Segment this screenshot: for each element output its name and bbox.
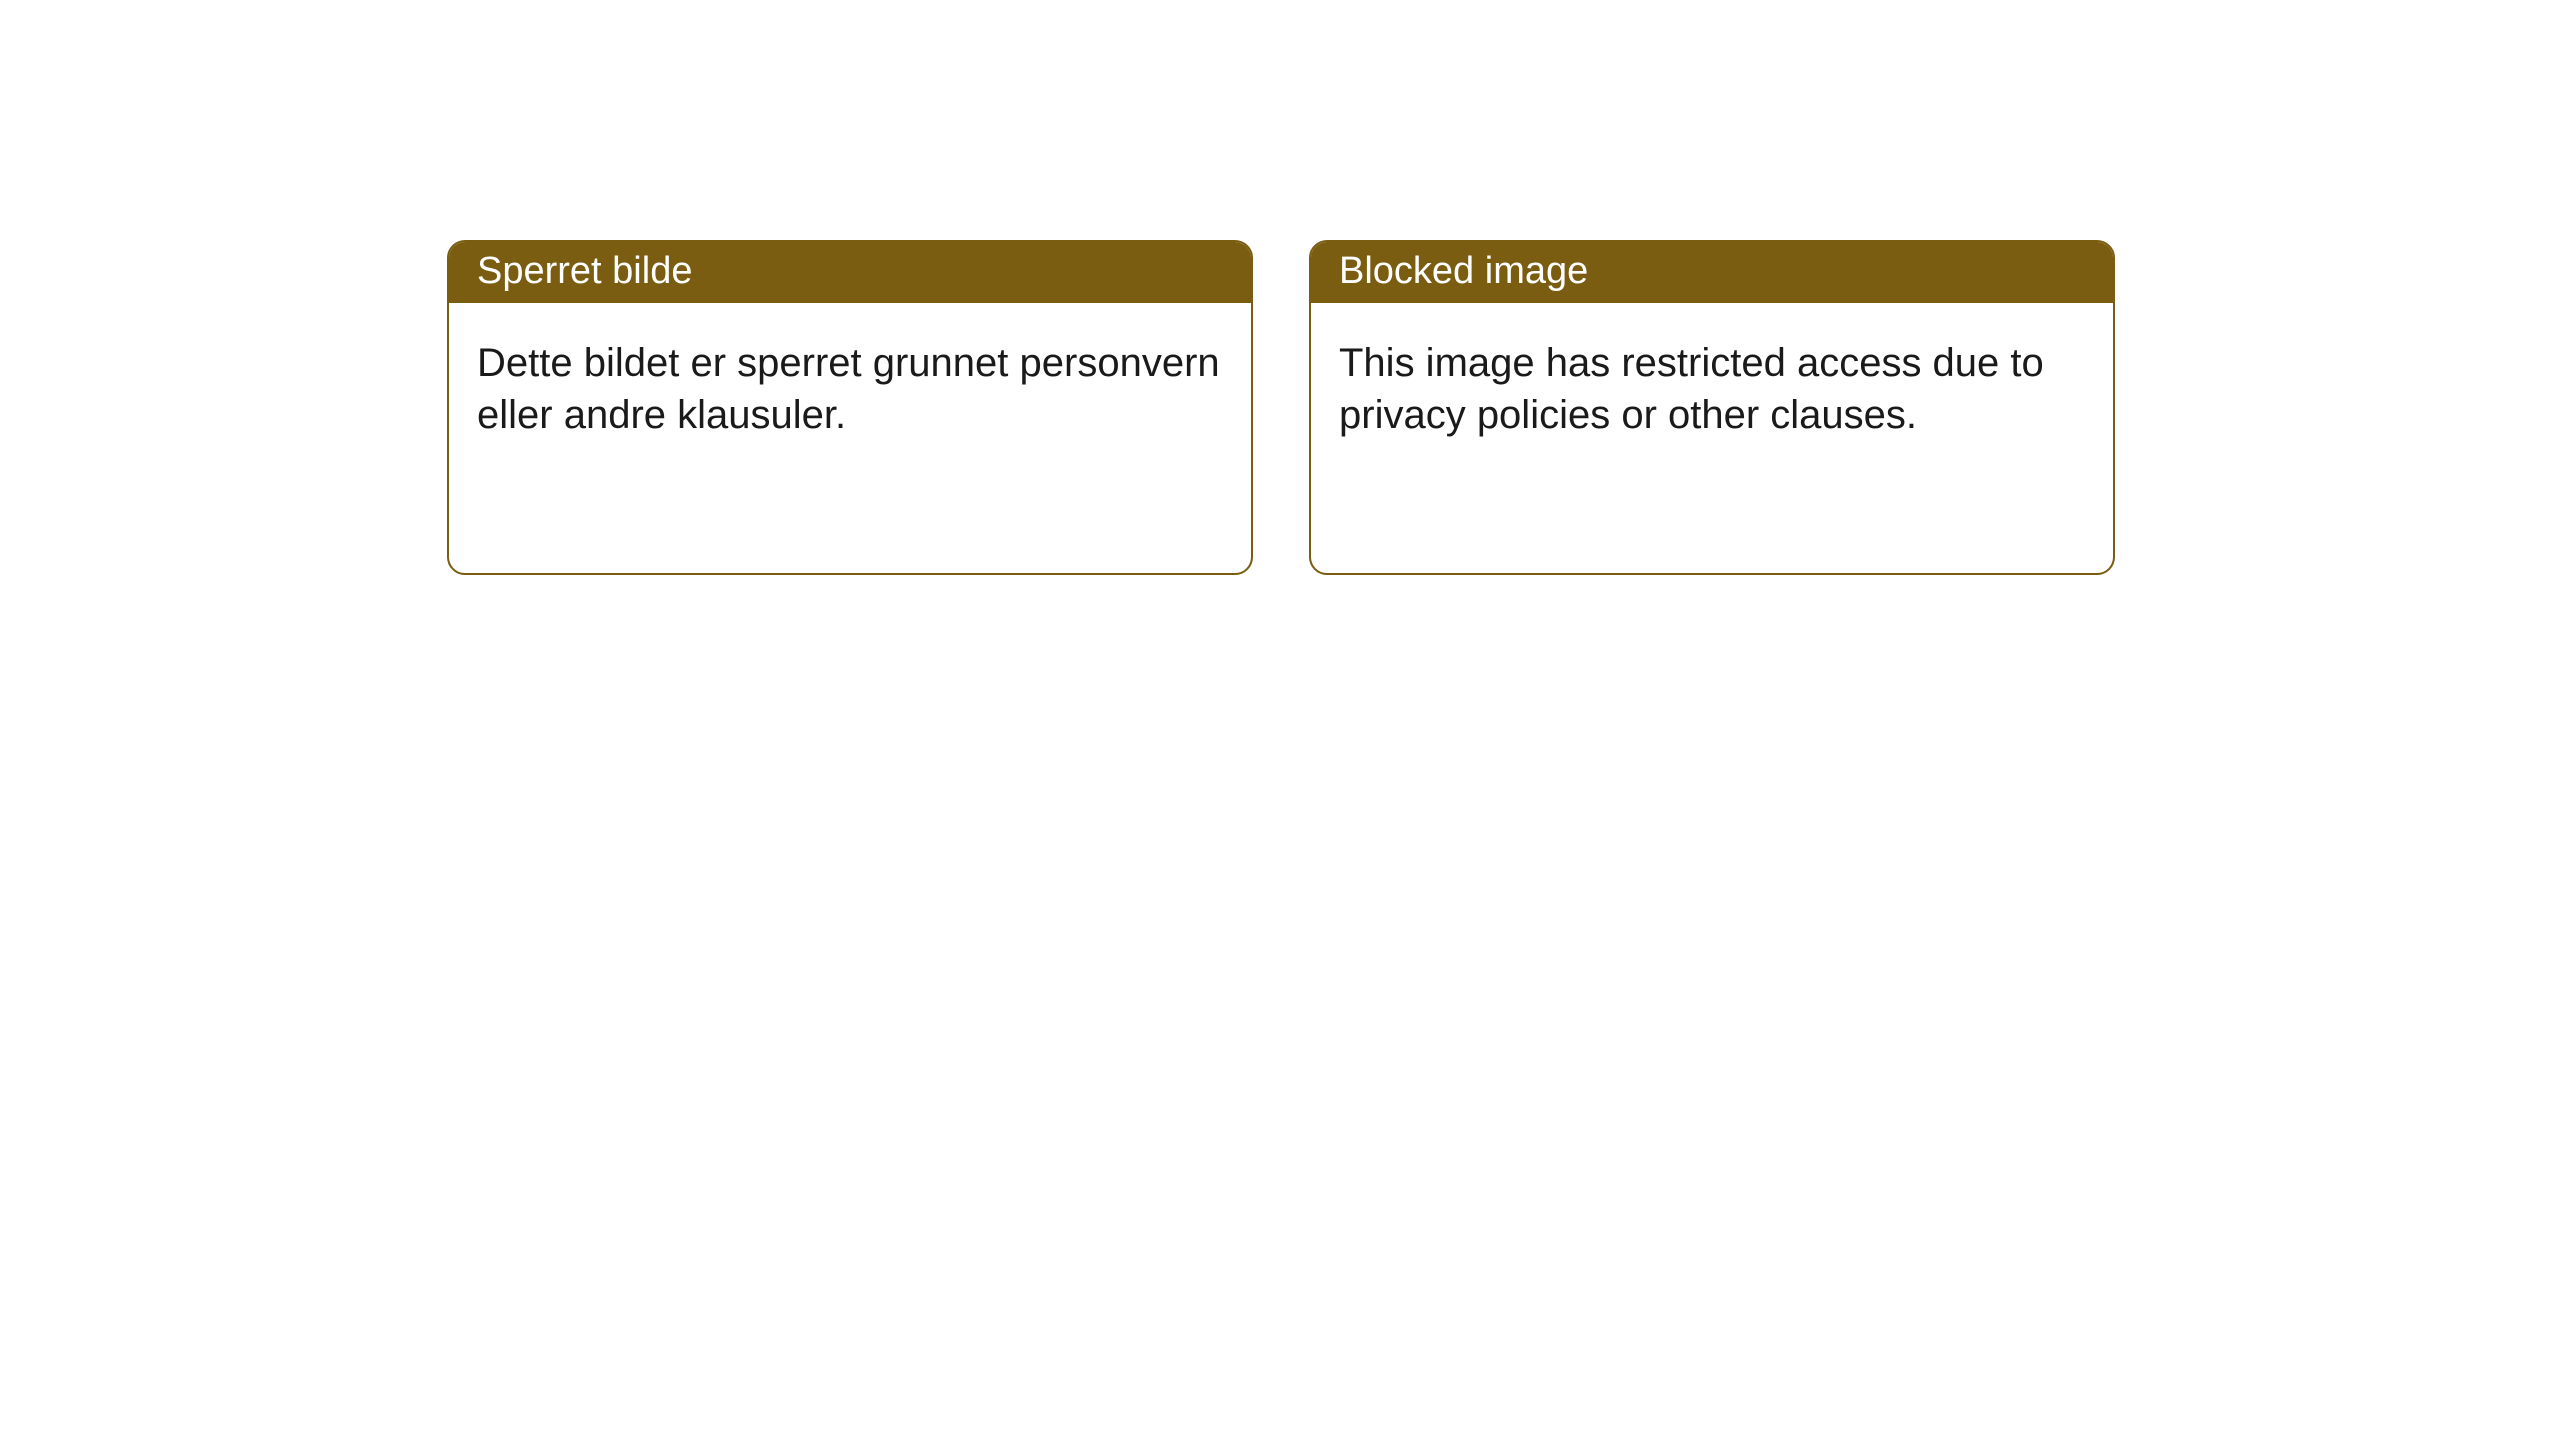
card-title: Sperret bilde [477,250,692,292]
card-body: This image has restricted access due to … [1311,303,2113,573]
card-message: This image has restricted access due to … [1339,337,2085,441]
card-body: Dette bildet er sperret grunnet personve… [449,303,1251,573]
card-header: Sperret bilde [449,242,1251,303]
card-header: Blocked image [1311,242,2113,303]
notice-card-english: Blocked image This image has restricted … [1309,240,2115,575]
notice-card-norwegian: Sperret bilde Dette bildet er sperret gr… [447,240,1253,575]
card-message: Dette bildet er sperret grunnet personve… [477,337,1223,441]
notice-cards-container: Sperret bilde Dette bildet er sperret gr… [0,0,2560,575]
card-title: Blocked image [1339,250,1588,292]
